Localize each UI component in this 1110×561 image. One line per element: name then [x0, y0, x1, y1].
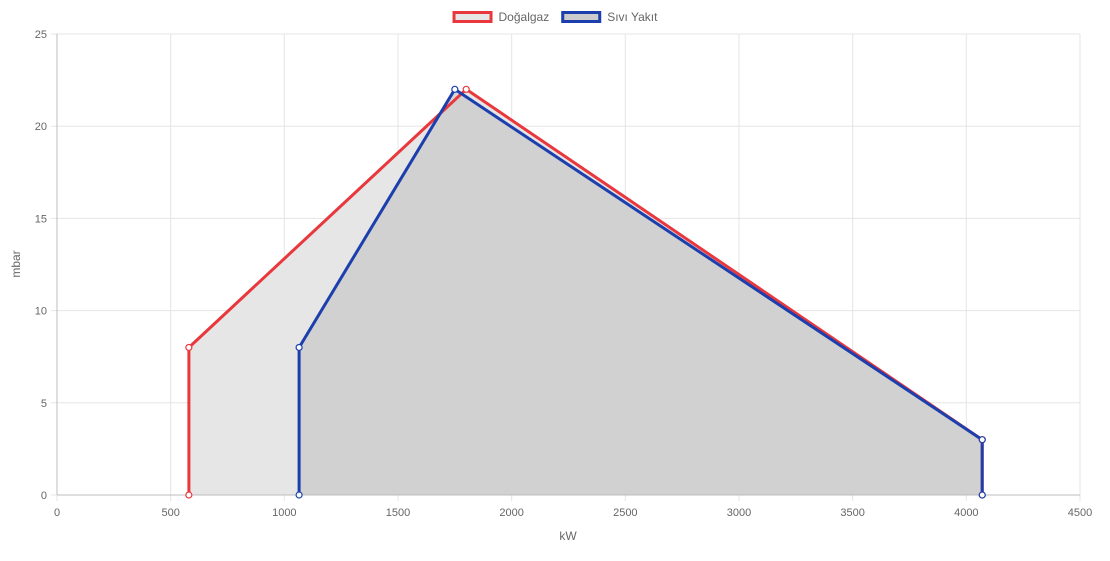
y-tick-label: 20: [35, 121, 47, 133]
x-tick-label: 3000: [727, 507, 751, 519]
series-areas: [188, 89, 983, 496]
legend-item-1[interactable]: Doğalgaz: [452, 10, 550, 24]
data-point-series-1: [462, 85, 470, 93]
x-tick-label: 2000: [499, 507, 523, 519]
legend-label-1: Doğalgaz: [499, 10, 550, 24]
x-axis-title: kW: [559, 529, 577, 543]
x-tick-label: 4500: [1068, 507, 1092, 519]
data-point-series-2: [978, 436, 986, 444]
y-tick-label: 10: [35, 306, 47, 318]
x-tick-label: 3500: [840, 507, 864, 519]
axes: 0 500 1000 1500 2000 2500 3000 3500 4000 4500 0 5 10…: [35, 29, 1092, 519]
data-point-series-2: [295, 343, 303, 352]
y-axis-title: mbar: [9, 250, 23, 277]
series-points: [185, 85, 986, 499]
y-tick-label: 25: [35, 29, 47, 41]
y-tick-label: 5: [41, 398, 47, 410]
y-tick-label: 15: [35, 213, 47, 225]
x-tick-label: 4000: [954, 507, 978, 519]
x-tick-label: 0: [54, 507, 60, 519]
legend-swatch-1: [452, 11, 493, 23]
data-point-series-2: [978, 491, 986, 499]
data-point-series-1: [185, 491, 193, 499]
x-tick-label: 500: [161, 507, 179, 519]
x-tick-label: 2500: [613, 507, 637, 519]
legend[interactable]: Doğalgaz Sıvı Yakıt: [452, 10, 658, 24]
data-point-series-1: [185, 343, 193, 352]
legend-label-2: Sıvı Yakıt: [607, 10, 658, 24]
legend-swatch-2: [561, 11, 602, 23]
x-tick-label: 1500: [386, 507, 410, 519]
x-tick-label: 1000: [272, 507, 296, 519]
legend-item-2[interactable]: Sıvı Yakıt: [561, 10, 658, 24]
series-area-2: [299, 89, 983, 496]
data-point-series-2: [295, 491, 303, 499]
data-point-series-2: [451, 85, 459, 93]
y-tick-label: 0: [41, 490, 47, 502]
